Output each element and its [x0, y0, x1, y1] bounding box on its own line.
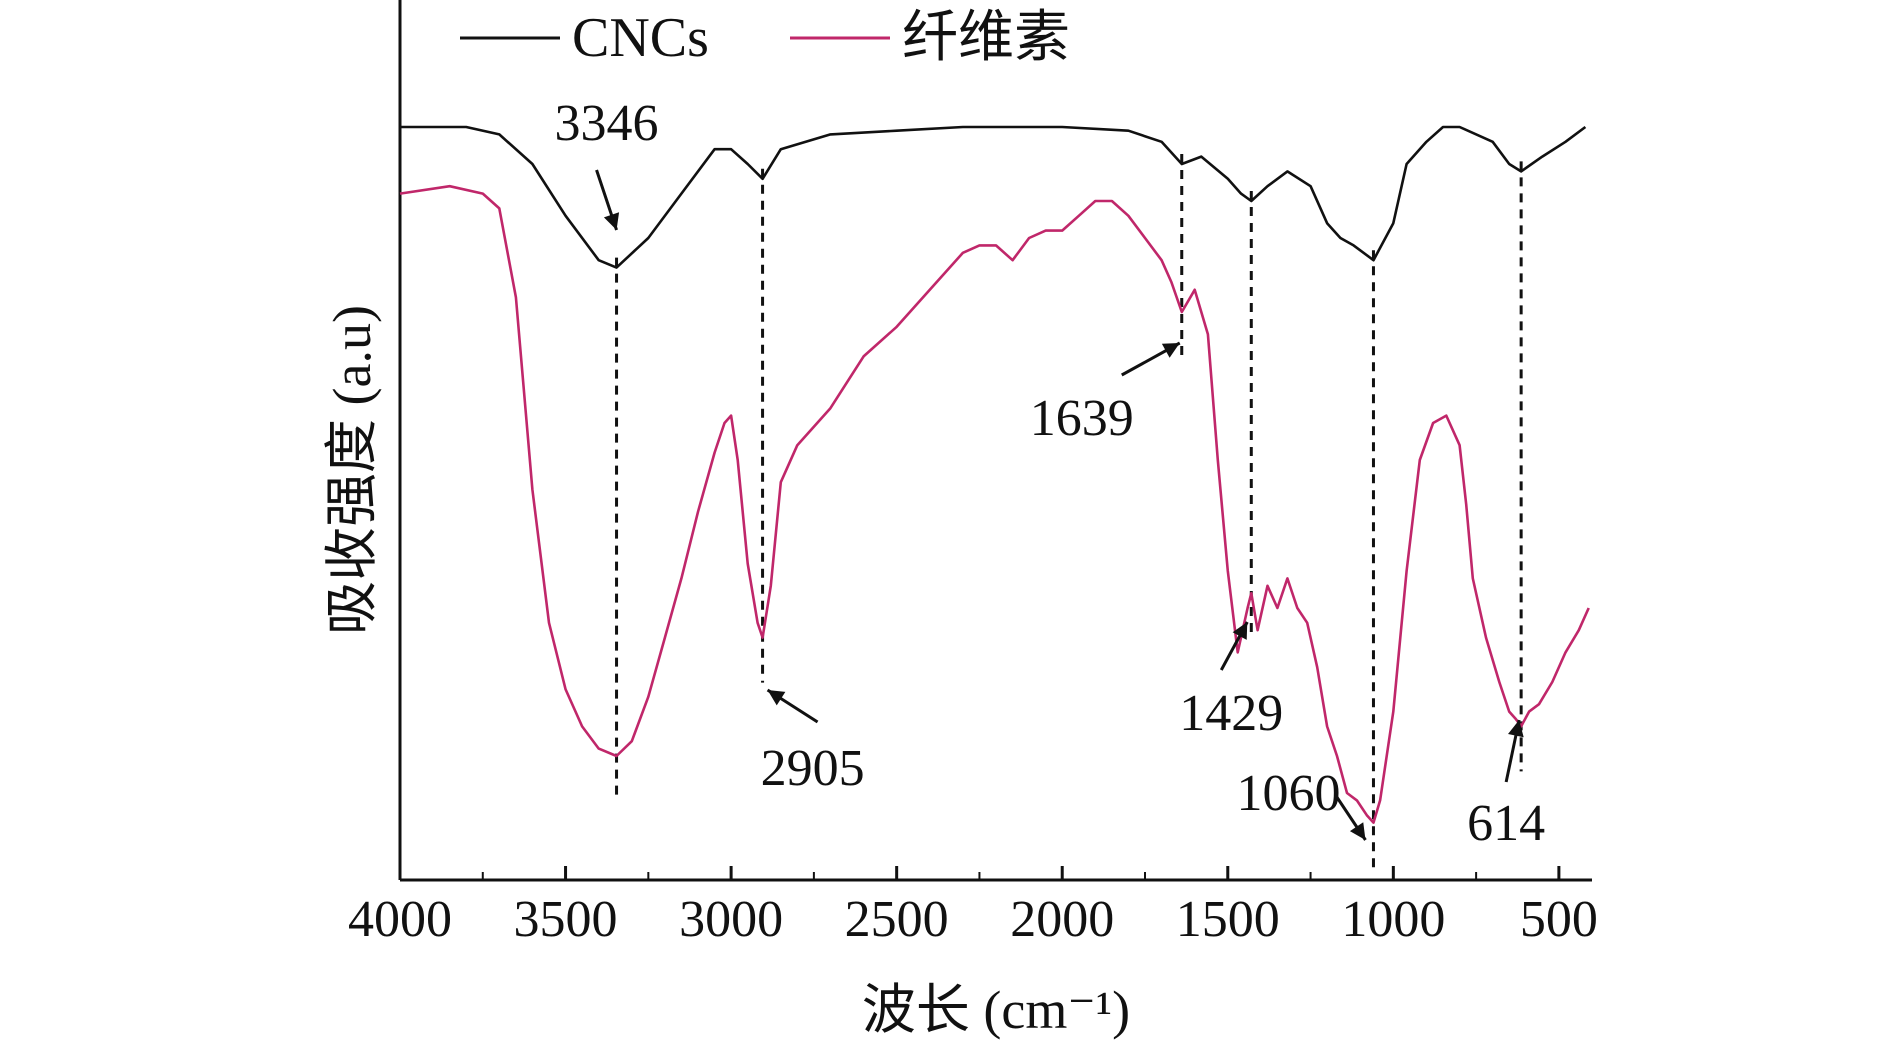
peak-label: 1060: [1236, 765, 1340, 822]
peak-label: 3346: [555, 95, 659, 152]
legend-label: CNCs: [572, 7, 709, 69]
peak-label: 1639: [1030, 390, 1134, 447]
axis-titles: 波长 (cm⁻¹) 吸收强度 (a.u): [322, 305, 1130, 1040]
x-tick-label: 2000: [1010, 891, 1114, 948]
x-tick-label: 1500: [1176, 891, 1280, 948]
peak-arrow-head: [603, 212, 620, 230]
x-tick-label: 2500: [845, 891, 949, 948]
series-lines: [399, 125, 1590, 824]
x-axis-title: 波长 (cm⁻¹): [862, 980, 1130, 1040]
x-tick-label: 1000: [1341, 891, 1445, 948]
x-tick-label: 500: [1520, 891, 1598, 948]
peak-arrow-head: [1232, 622, 1248, 640]
axes: 4000 3500 3000 2500 2000 1500 1000 500: [348, 0, 1598, 948]
peak-label: 1429: [1179, 685, 1283, 742]
peak-label: 614: [1467, 795, 1545, 852]
peak-arrow-head: [1161, 343, 1180, 358]
x-tick-label: 4000: [348, 891, 452, 948]
series-line-cellulose: [399, 184, 1590, 824]
peak-arrow-head: [1349, 822, 1366, 840]
series-line-cncs: [400, 125, 1587, 269]
peak-annotations: 3346 2905 1639 1429 1060 614: [555, 95, 1546, 852]
peak-arrow-head: [1508, 720, 1524, 738]
peak-arrow-head: [767, 690, 786, 706]
legend-label: 纤维素: [902, 5, 1070, 70]
peak-label: 2905: [761, 740, 865, 797]
x-tick-label: 3000: [679, 891, 783, 948]
x-tick-label: 3500: [514, 891, 618, 948]
legend: CNCs 纤维素: [460, 5, 1070, 70]
y-axis-title: 吸收强度 (a.u): [322, 305, 382, 635]
guide-lines: [615, 154, 1523, 868]
